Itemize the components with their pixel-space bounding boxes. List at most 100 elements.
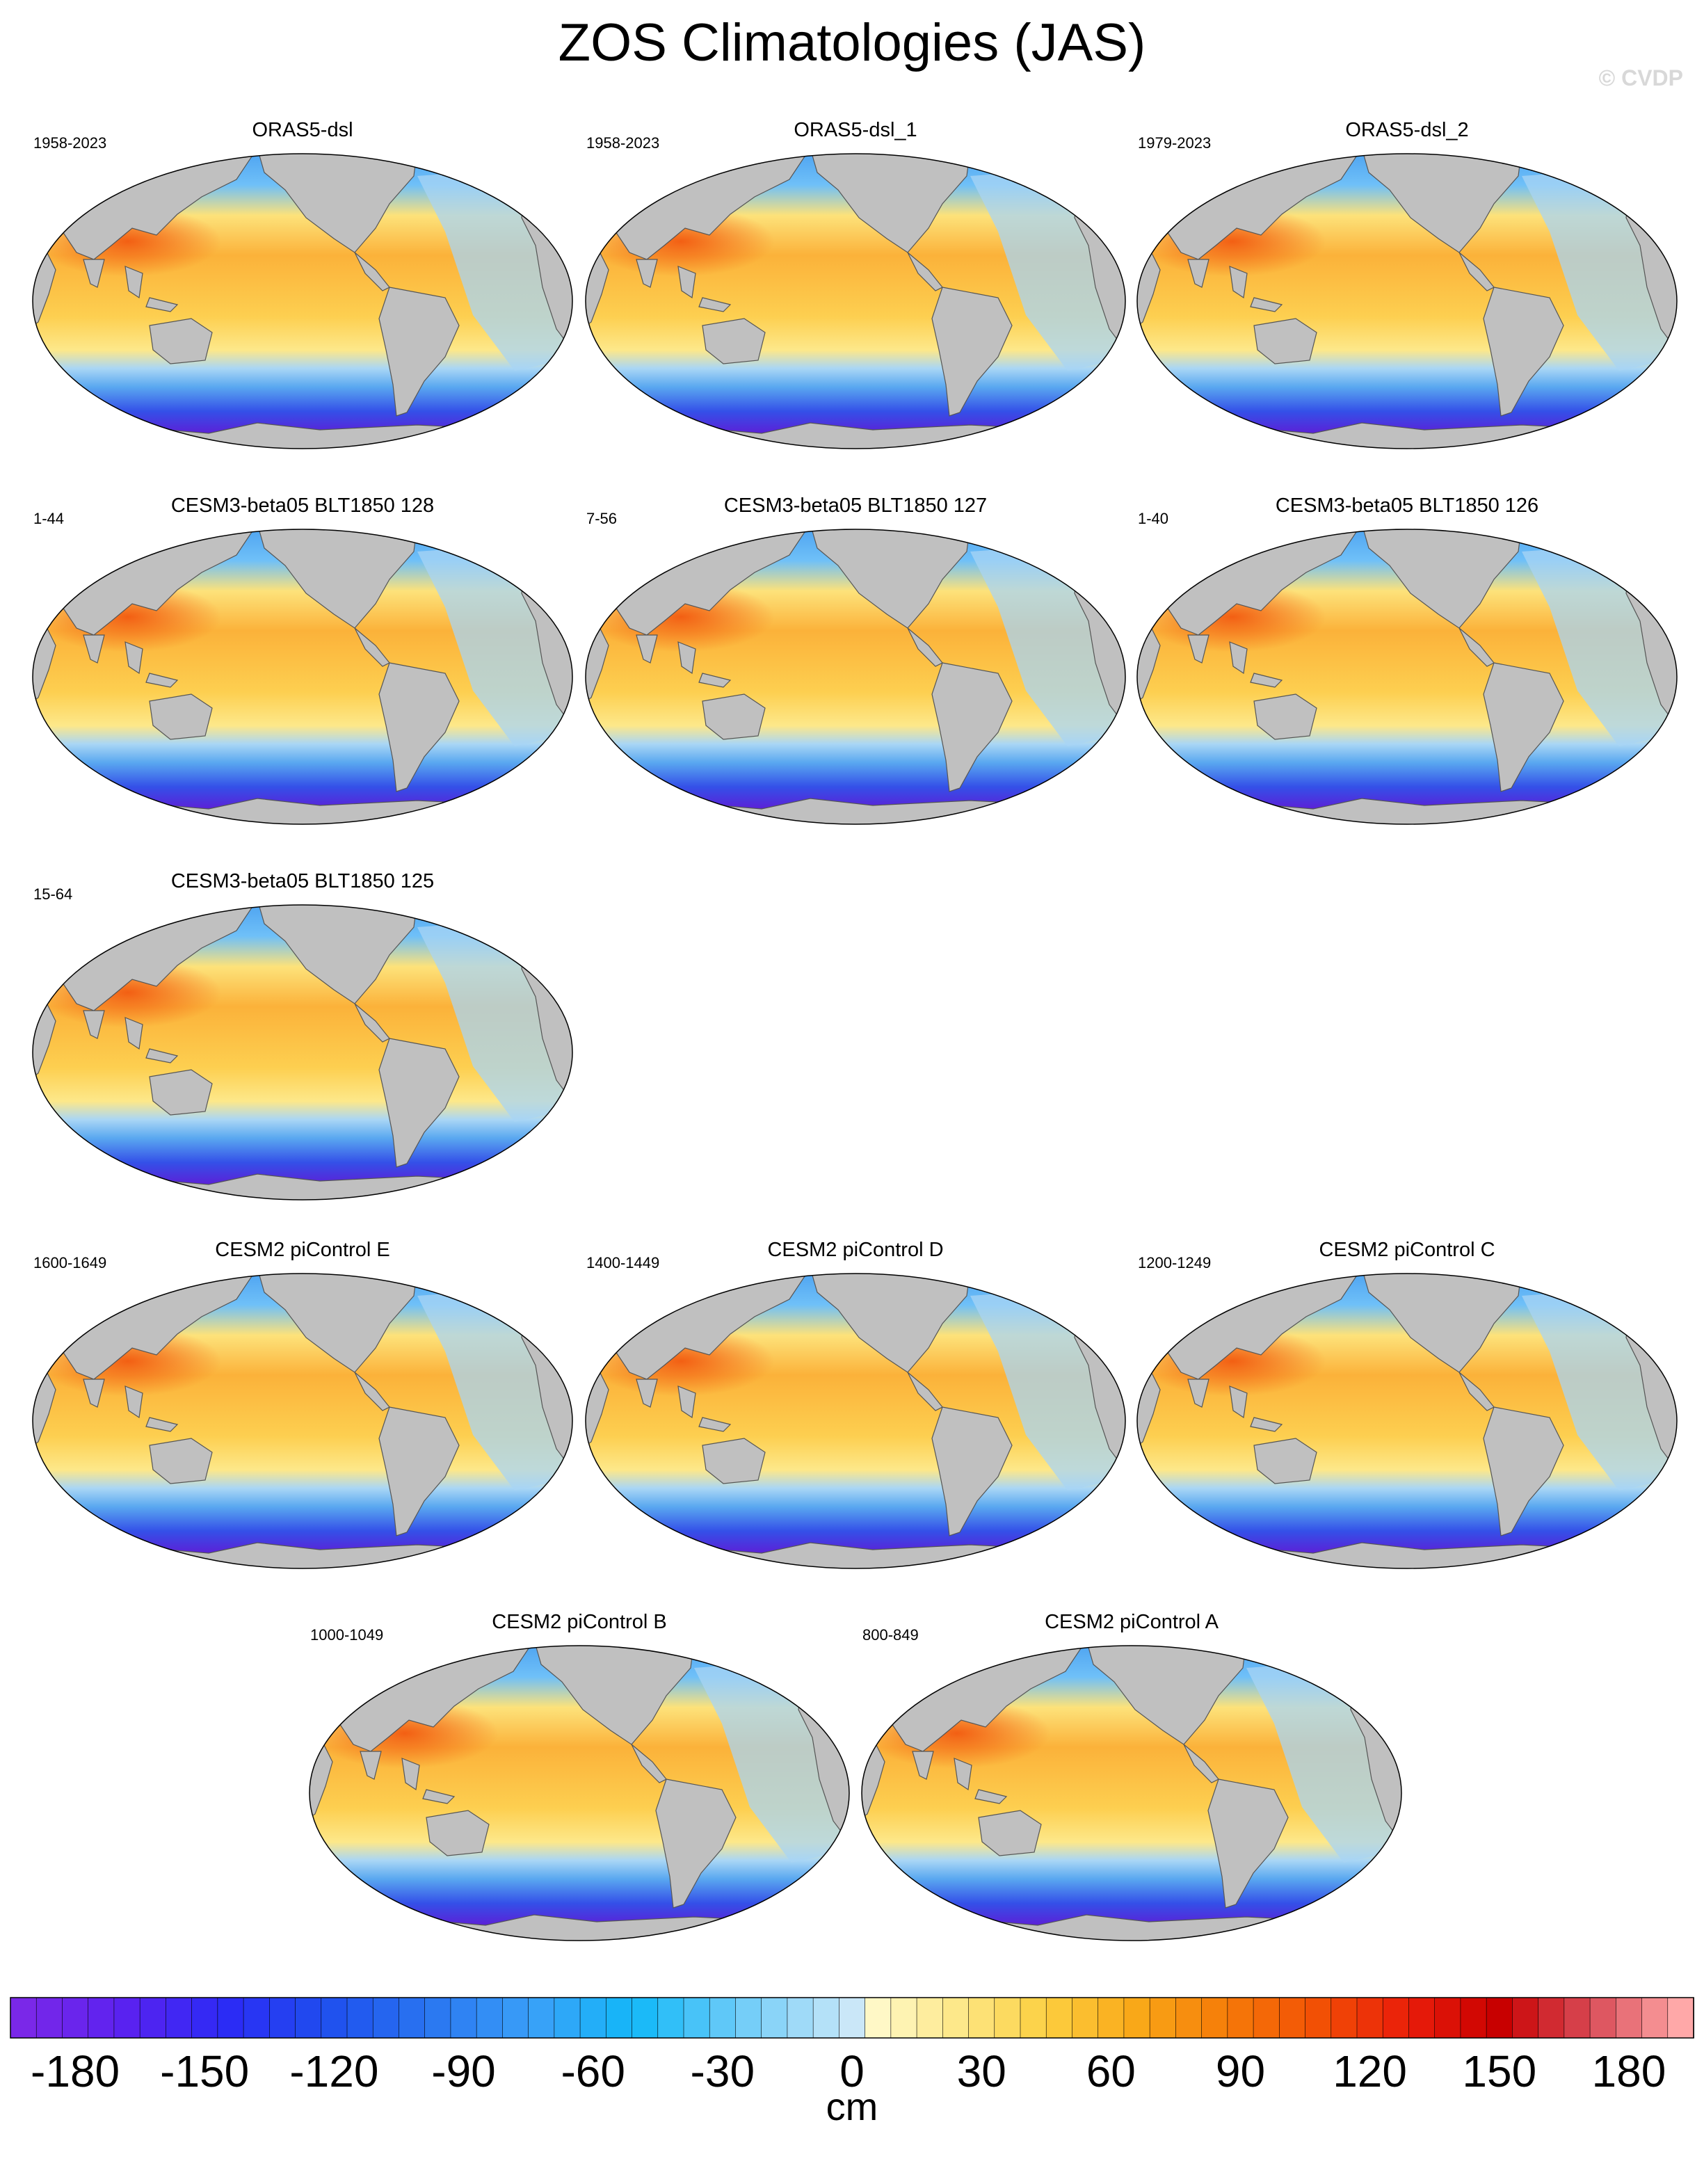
sea-level-field (33, 529, 572, 824)
robinson-map (309, 1645, 850, 1941)
panel-title: CESM2 piControl A (1045, 1611, 1219, 1633)
colorbar-swatch (1616, 1997, 1643, 2039)
map-panel: CESM3-beta05 BLT1850 128 1-44 (28, 495, 577, 831)
colorbar-swatch (942, 1997, 970, 2039)
colorbar-swatch (1356, 1997, 1384, 2039)
panel-year-range: 1000-1049 (310, 1626, 384, 1644)
map-panel: CESM2 piControl A 800-849 (857, 1611, 1406, 1948)
colorbar-swatch (1020, 1997, 1047, 2039)
colorbar-swatch (632, 1997, 659, 2039)
colorbar-swatch (217, 1997, 244, 2039)
colorbar-swatch (450, 1997, 478, 2039)
colorbar-swatch (1149, 1997, 1177, 2039)
panel-year-range: 15-64 (33, 885, 73, 903)
colorbar-swatch (166, 1997, 193, 2039)
panel-year-range: 1958-2023 (33, 134, 107, 152)
map-panel: CESM2 piControl E 1600-1649 (28, 1239, 577, 1575)
colorbar-swatch (683, 1997, 711, 2039)
colorbar-swatch (1201, 1997, 1228, 2039)
map-panel: CESM3-beta05 BLT1850 127 7-56 (581, 495, 1130, 831)
colorbar-swatch (1460, 1997, 1488, 2039)
colorbar-swatch (476, 1997, 504, 2039)
colorbar-swatch (424, 1997, 451, 2039)
panel-year-range: 800-849 (862, 1626, 919, 1644)
colorbar-swatch (1667, 1997, 1694, 2039)
colorbar-swatch (321, 1997, 348, 2039)
colorbar-swatch (1098, 1997, 1125, 2039)
robinson-map (32, 1273, 573, 1569)
sea-level-field (1137, 1274, 1677, 1568)
colorbar-tick-label: 0 (839, 2046, 865, 2096)
panel-year-range: 1-40 (1138, 510, 1169, 527)
panel-year-range: 1200-1249 (1138, 1254, 1212, 1271)
colorbar-swatch (62, 1997, 89, 2039)
colorbar-tick-label: 30 (957, 2046, 1006, 2096)
panel-year-range: 1958-2023 (586, 134, 660, 152)
robinson-map (32, 529, 573, 825)
colorbar-swatch (1331, 1997, 1358, 2039)
sea-level-field (1137, 529, 1677, 824)
colorbar-tick-label: -120 (289, 2046, 378, 2096)
colorbar-swatch (399, 1997, 426, 2039)
colorbar-tick-label: 60 (1086, 2046, 1136, 2096)
colorbar-swatch (1408, 1997, 1436, 2039)
panel-title: CESM3-beta05 BLT1850 126 (1275, 495, 1539, 517)
colorbar-swatch (1279, 1997, 1306, 2039)
panel-title: ORAS5-dsl (252, 119, 353, 141)
robinson-map (585, 1273, 1126, 1569)
panel-title: ORAS5-dsl_2 (1345, 119, 1469, 141)
colorbar-tick-label: -30 (691, 2046, 755, 2096)
map-panel: ORAS5-dsl 1958-2023 (28, 119, 577, 456)
colorbar-swatch (1382, 1997, 1410, 2039)
colorbar-swatch (761, 1997, 788, 2039)
colorbar-swatch (890, 1997, 917, 2039)
sea-level-field (586, 529, 1125, 824)
sea-level-field (862, 1646, 1401, 1941)
robinson-map (1136, 153, 1678, 449)
colorbar-swatch (1253, 1997, 1280, 2039)
colorbar-swatch (191, 1997, 218, 2039)
panel-year-range: 1600-1649 (33, 1254, 107, 1271)
colorbar-swatch (528, 1997, 555, 2039)
panel-title: CESM2 piControl B (492, 1611, 667, 1633)
robinson-map (1136, 1273, 1678, 1569)
colorbar-swatch (812, 1997, 840, 2039)
colorbar-swatch (657, 1997, 684, 2039)
robinson-map (32, 153, 573, 449)
sea-level-field (1137, 154, 1677, 449)
colorbar-tick-label: 90 (1216, 2046, 1265, 2096)
colorbar-swatch (88, 1997, 115, 2039)
panel-title: ORAS5-dsl_1 (794, 119, 917, 141)
colorbar-tick-label: 120 (1333, 2046, 1407, 2096)
panel-title: CESM3-beta05 BLT1850 125 (170, 870, 435, 892)
colorbar-swatch (994, 1997, 1021, 2039)
colorbar-swatch (1227, 1997, 1254, 2039)
colorbar-swatch (35, 1997, 63, 2039)
colorbar-swatch (1589, 1997, 1617, 2039)
colorbar-tick-label: 180 (1592, 2046, 1666, 2096)
map-panel: CESM2 piControl C 1200-1249 (1132, 1239, 1682, 1575)
panel-title: CESM3-beta05 BLT1850 128 (170, 495, 435, 517)
colorbar-swatch (10, 1997, 38, 2039)
colorbar-swatch (735, 1997, 762, 2039)
colorbar-swatch (1123, 1997, 1151, 2039)
sea-level-field (586, 154, 1125, 449)
colorbar-swatch (295, 1997, 322, 2039)
colorbar-swatch (1305, 1997, 1332, 2039)
map-panel: CESM2 piControl D 1400-1449 (581, 1239, 1130, 1575)
colorbar-swatch (502, 1997, 529, 2039)
robinson-map (1136, 529, 1678, 825)
map-panel: ORAS5-dsl_1 1958-2023 (581, 119, 1130, 456)
colorbar-swatch (1175, 1997, 1203, 2039)
sea-level-field (33, 1274, 572, 1568)
robinson-map (861, 1645, 1402, 1941)
colorbar-tick-label: -90 (431, 2046, 496, 2096)
colorbar-swatch (243, 1997, 271, 2039)
map-panel: CESM3-beta05 BLT1850 126 1-40 (1132, 495, 1682, 831)
robinson-map (585, 529, 1126, 825)
panel-title: CESM3-beta05 BLT1850 127 (723, 495, 988, 517)
colorbar-swatch (139, 1997, 167, 2039)
colorbar: -180 -150 -120 -90 -60 -30 0 30 60 90 120 150 180 cm (10, 1997, 1694, 2128)
colorbar-swatch (1512, 1997, 1539, 2039)
robinson-map (32, 904, 573, 1201)
